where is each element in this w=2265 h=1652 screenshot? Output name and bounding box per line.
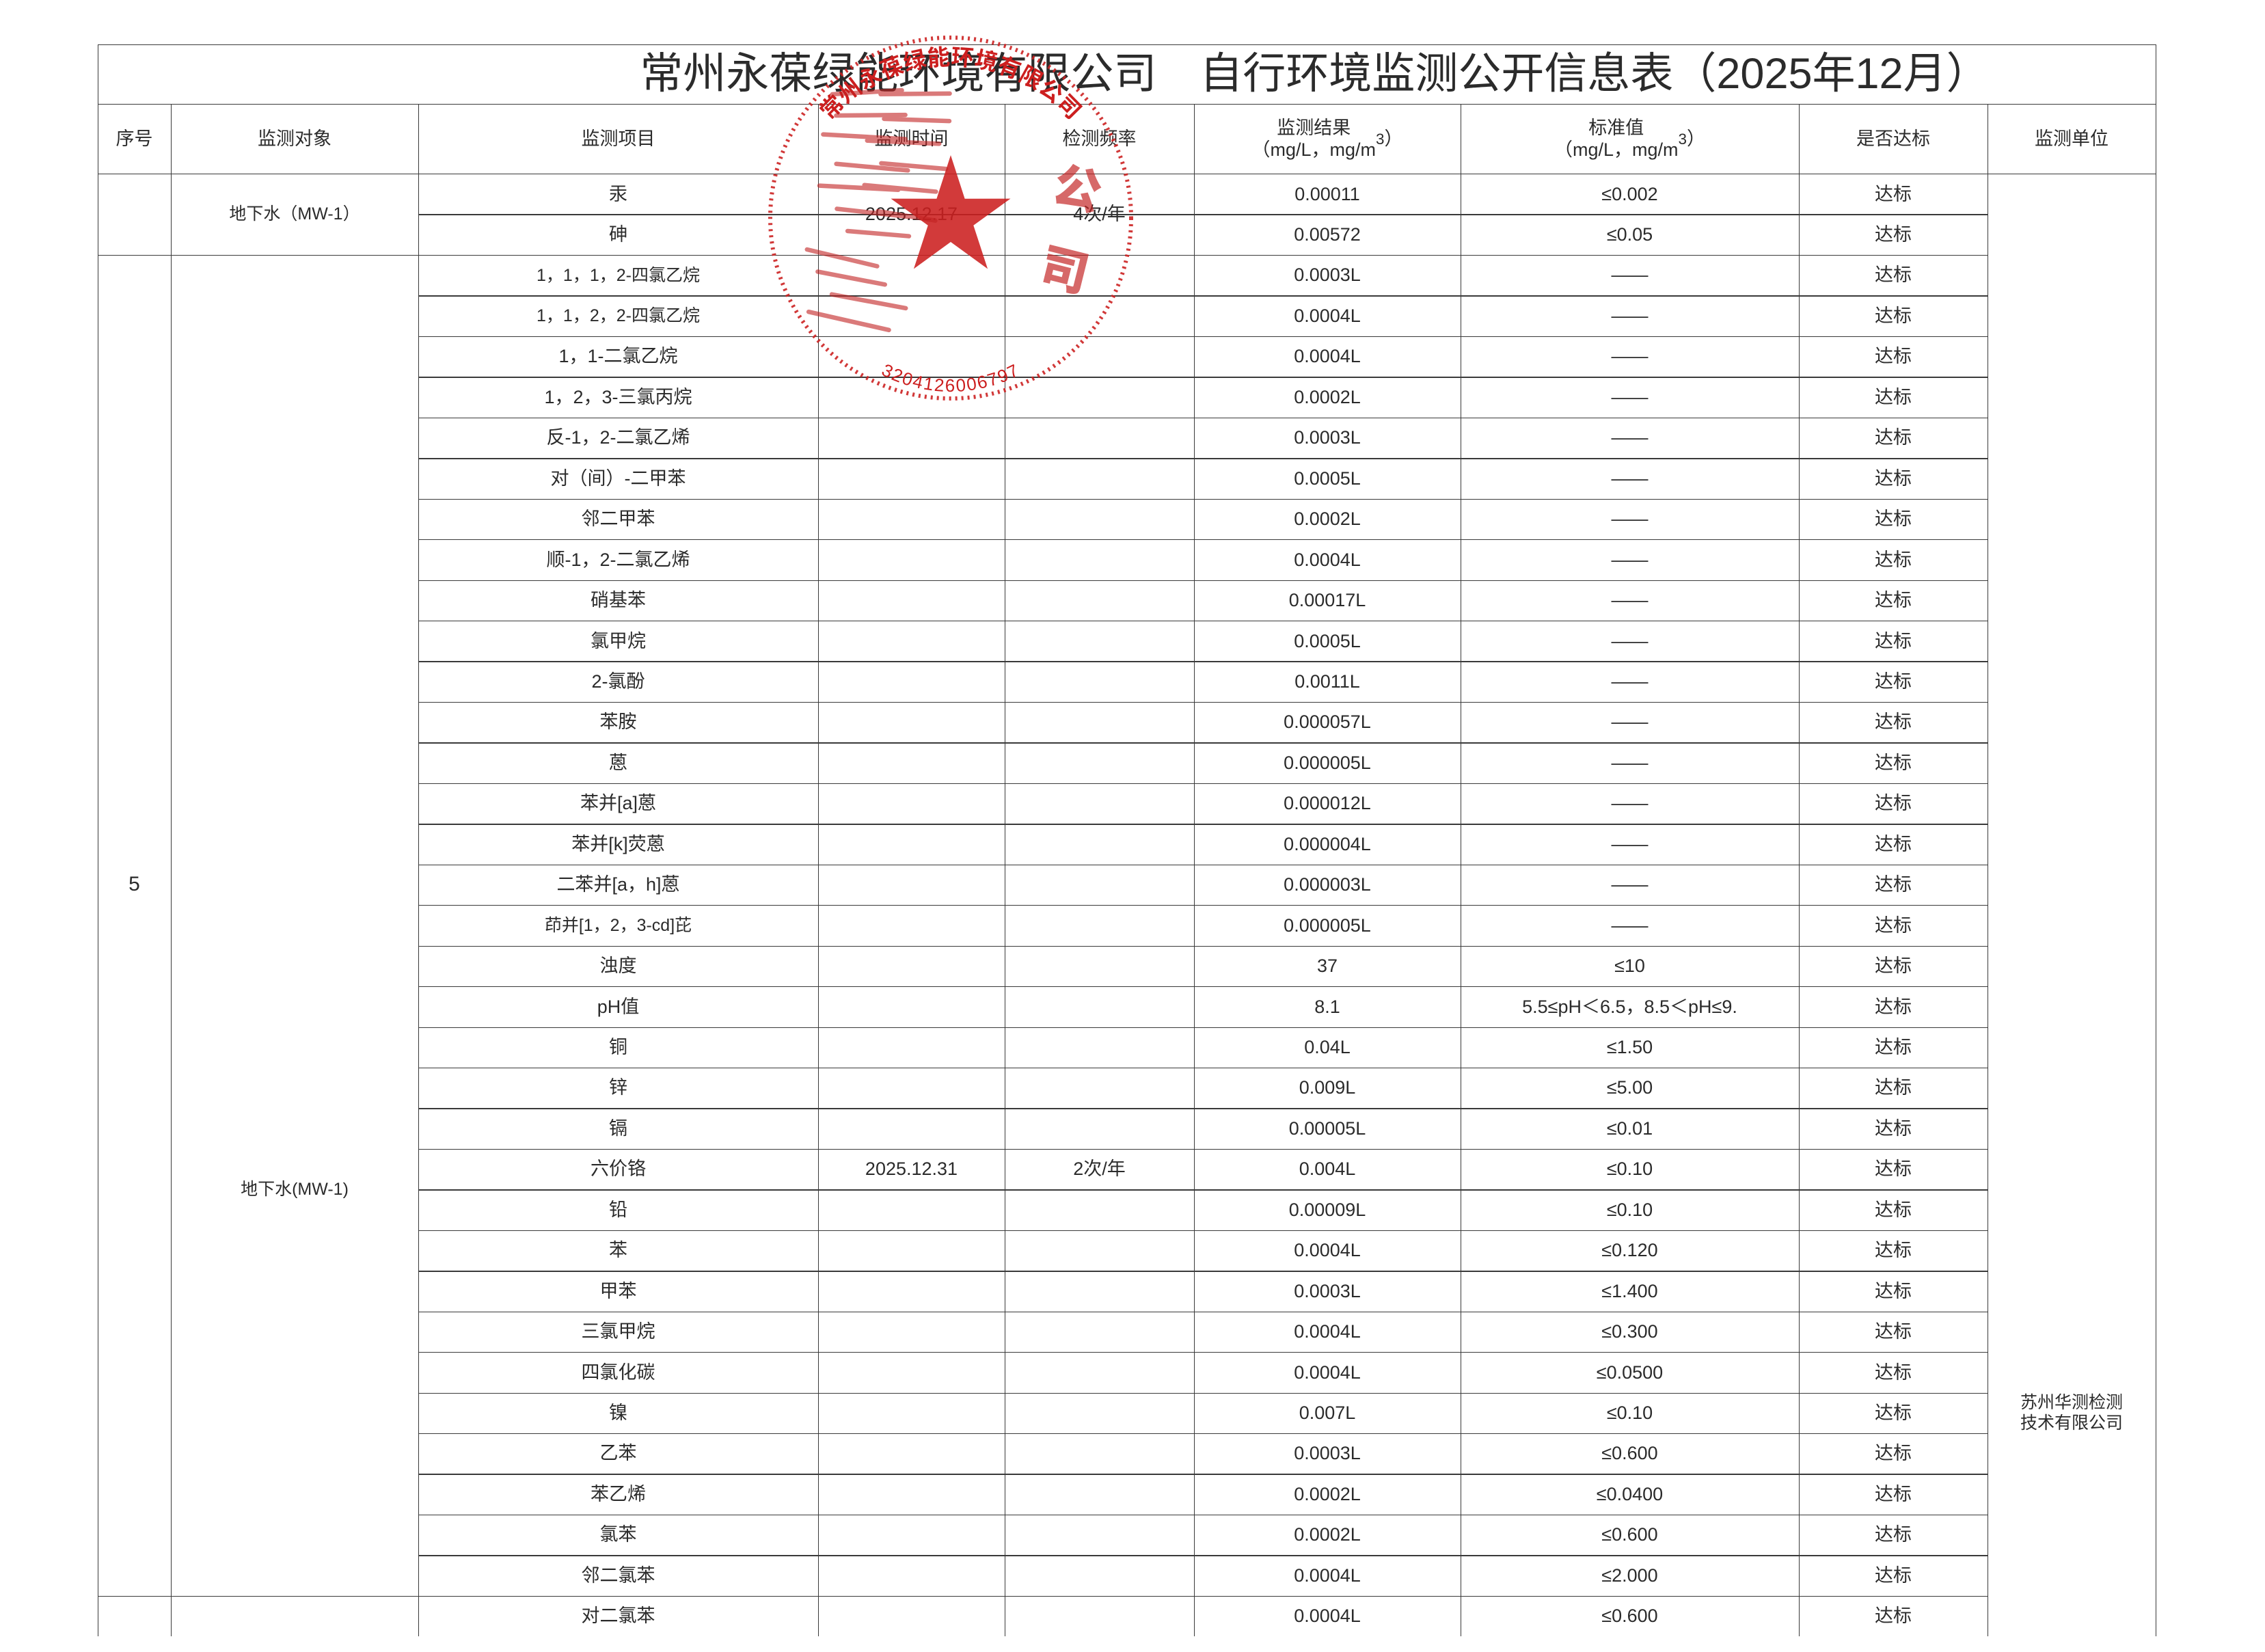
svg-text:3204126006797: 3204126006797 bbox=[878, 360, 1022, 396]
svg-text:公: 公 bbox=[1047, 146, 1110, 225]
svg-text:司: 司 bbox=[1033, 228, 1096, 306]
